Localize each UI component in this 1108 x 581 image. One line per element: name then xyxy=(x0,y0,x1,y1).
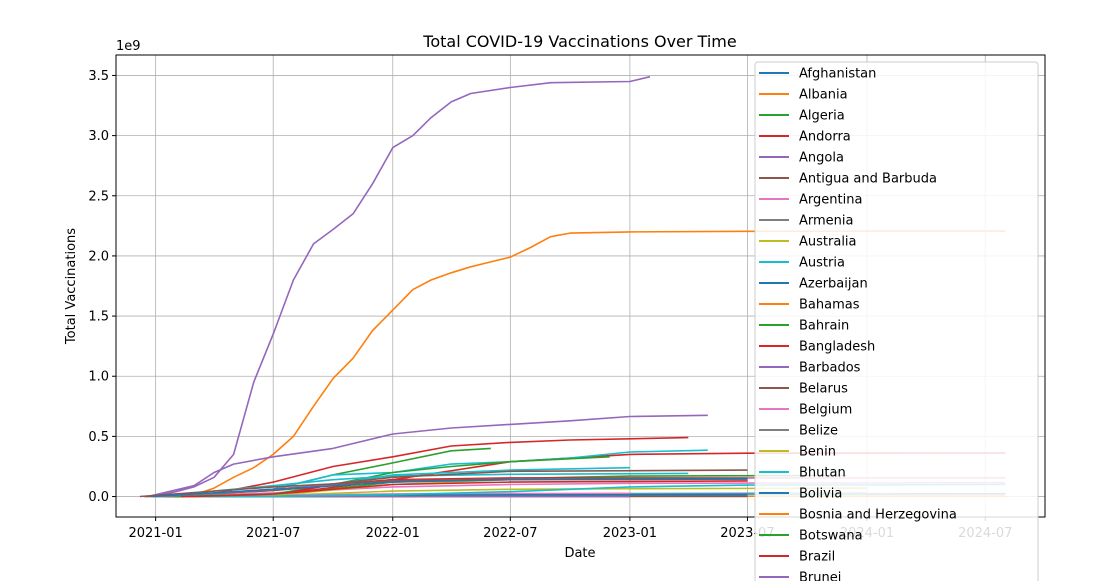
series-line xyxy=(191,480,748,498)
legend: Afghanistan Albania Algeria Andorra Angola An… xyxy=(754,61,1039,581)
plot-frame xyxy=(115,54,1046,518)
series-line xyxy=(152,472,689,498)
y-tick-label: 2.5 xyxy=(88,189,109,204)
legend-label: Barbados xyxy=(799,361,861,376)
legend-label: Botswana xyxy=(799,529,863,544)
y-tick-label: 1.0 xyxy=(88,370,109,385)
legend-label: Australia xyxy=(799,235,857,250)
legend-label: Argentina xyxy=(799,193,862,208)
series-line xyxy=(147,414,708,498)
y-tick-label: 3.5 xyxy=(88,69,109,84)
legend-label: Andorra xyxy=(799,130,851,145)
legend-label: Azerbaijan xyxy=(799,277,868,292)
x-tick-label: 2021-01 xyxy=(128,526,182,541)
x-tick-label: 2022-07 xyxy=(483,526,537,541)
y-tick-label: 3.0 xyxy=(88,129,109,144)
chart-title: Total COVID-19 Vaccinations Over Time xyxy=(422,32,736,51)
series-lines xyxy=(139,75,1006,498)
series-line xyxy=(196,483,1006,498)
legend-label: Brunei xyxy=(799,571,841,581)
legend-label: Bolivia xyxy=(799,487,842,502)
y-axis-offset-label: 1e9 xyxy=(116,39,141,54)
series-line xyxy=(144,75,651,498)
legend-label: Armenia xyxy=(799,214,854,229)
legend-label: Antigua and Barbuda xyxy=(799,172,937,187)
legend-label: Austria xyxy=(799,256,845,271)
legend-label: Bosnia and Herzegovina xyxy=(799,508,957,523)
legend-box xyxy=(754,61,1039,581)
y-tick-label: 0.5 xyxy=(88,430,109,445)
x-tick-label: 2023-01 xyxy=(603,526,657,541)
legend-label: Brazil xyxy=(799,550,835,565)
legend-label: Benin xyxy=(799,445,836,460)
y-tick-label: 0.0 xyxy=(88,490,109,505)
series-line xyxy=(165,230,1006,498)
legend-label: Belgium xyxy=(799,403,852,418)
y-axis-label: Total Vaccinations xyxy=(64,228,79,345)
legend-label: Albania xyxy=(799,88,848,103)
legend-label: Belize xyxy=(799,424,838,439)
legend-label: Bangladesh xyxy=(799,340,875,355)
legend-label: Bahamas xyxy=(799,298,860,313)
legend-label: Angola xyxy=(799,151,844,166)
legend-label: Belarus xyxy=(799,382,848,397)
x-tick-label: 2022-01 xyxy=(366,526,420,541)
legend-label: Bahrain xyxy=(799,319,849,334)
legend-label: Afghanistan xyxy=(799,67,876,82)
series-line xyxy=(153,481,1006,498)
x-tick-label: 2021-07 xyxy=(246,526,300,541)
series-line xyxy=(152,478,748,498)
y-tick-label: 2.0 xyxy=(88,249,109,264)
y-tick-label: 1.5 xyxy=(88,310,109,325)
x-axis-label: Date xyxy=(564,546,595,561)
legend-label: Bhutan xyxy=(799,466,846,481)
y-axis-ticks: 0.0 0.5 1.0 1.5 2.0 2.5 3.0 3.5 xyxy=(88,69,116,505)
legend-label: Algeria xyxy=(799,109,845,124)
